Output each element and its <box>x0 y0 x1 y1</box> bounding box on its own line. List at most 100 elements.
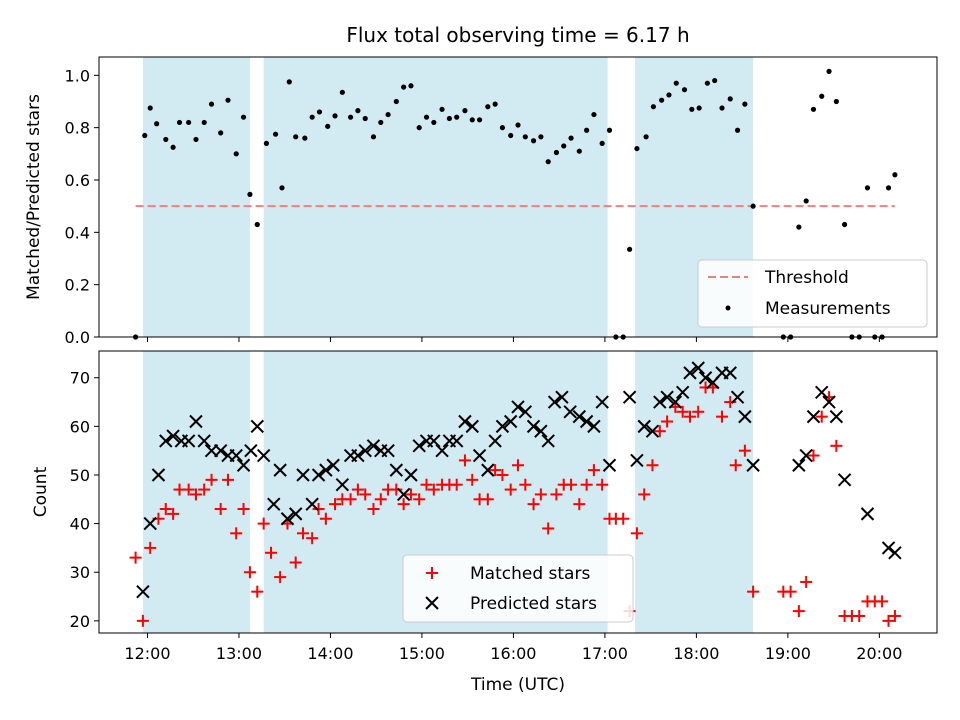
measurement-point <box>233 151 239 157</box>
matched-stars-point <box>289 556 302 569</box>
measurement-point <box>279 185 285 191</box>
chart-title: Flux total observing time = 6.17 h <box>346 23 689 47</box>
matched-stars-point <box>319 512 332 525</box>
measurement-point <box>176 119 183 126</box>
measurement-point <box>508 132 514 139</box>
matched-stars-point <box>853 609 866 622</box>
predicted-stars-point <box>296 468 310 482</box>
measurement-point <box>584 127 590 133</box>
measurement-point <box>393 98 399 105</box>
matched-stars-point <box>481 493 494 506</box>
matched-stars-point <box>729 459 742 472</box>
matched-legend-label: Matched stars <box>470 564 590 584</box>
predicted-stars-point <box>166 429 180 443</box>
measurement-point <box>401 84 407 90</box>
predicted-stars-point <box>189 414 203 429</box>
predicted-stars-point <box>683 366 697 380</box>
measurement-point <box>355 108 361 114</box>
predicted-stars-point <box>637 419 651 434</box>
predicted-stars-point <box>822 395 836 409</box>
y-tick-label: 40 <box>70 515 90 534</box>
matched-stars-point <box>596 478 609 491</box>
measurement-point <box>263 140 270 146</box>
predicted-stars-point <box>653 395 667 409</box>
matched-stars-point <box>458 454 471 467</box>
measurement-point <box>553 149 560 156</box>
predicted-stars-point <box>660 390 674 404</box>
bottom-x-axis-ticks: 12:00 13:00 14:00 15:00 16:00 17:00 18:00 19:00… <box>124 633 902 663</box>
measurement-point <box>208 101 215 107</box>
measurement-point <box>462 108 468 114</box>
predicted-stars-point <box>449 434 464 448</box>
predicted-stars-point <box>691 361 705 375</box>
measurement-point <box>650 104 656 110</box>
matched-stars-point <box>527 498 540 511</box>
matched-stars-point <box>427 483 440 496</box>
measurement-point <box>408 83 414 89</box>
predicted-stars-point <box>319 463 333 477</box>
matched-stars-point <box>329 498 342 511</box>
matched-stars-point <box>397 498 410 511</box>
bottom-y-axis-label: Count <box>31 466 51 517</box>
predicted-stars-point <box>555 390 569 404</box>
predicted-stars-point <box>229 448 243 463</box>
measurement-point <box>666 92 672 98</box>
y-tick-label: 30 <box>70 563 90 582</box>
matched-stars-point <box>420 478 433 491</box>
measurement-point <box>240 114 247 120</box>
measurement-point <box>362 115 368 122</box>
matched-stars-point <box>876 595 889 608</box>
measurement-point <box>272 131 279 137</box>
measurement-point <box>186 119 192 126</box>
measurement-point <box>454 114 460 120</box>
measurement-point <box>696 105 702 111</box>
predicted-legend-swatch <box>425 596 439 610</box>
measurement-point <box>247 191 253 197</box>
y-tick-label: 60 <box>70 417 90 436</box>
measurement-point <box>833 98 839 105</box>
predicted-stars-point <box>427 434 441 448</box>
matched-stars-point <box>800 575 813 588</box>
matched-stars-point <box>550 488 563 501</box>
measurement-point <box>293 134 299 140</box>
predicted-stars-point <box>738 409 752 424</box>
matched-stars-point <box>159 503 172 516</box>
matched-stars-point <box>504 483 517 496</box>
predicted-stars-point <box>435 443 449 458</box>
measurement-point <box>712 77 718 84</box>
predicted-stars-point <box>602 458 617 472</box>
measurement-point <box>659 97 665 103</box>
matched-stars-point <box>466 473 479 486</box>
measurement-point <box>476 117 483 123</box>
predicted-stars-point <box>305 497 319 511</box>
measurement-point <box>370 134 377 140</box>
predicted-stars-point <box>151 468 166 482</box>
measurement-point <box>163 136 169 143</box>
measurement-point <box>485 104 491 110</box>
predicted-stars-point <box>143 516 157 531</box>
measurement-point <box>218 130 224 136</box>
measurement-point <box>627 246 633 252</box>
matched-stars-point <box>344 493 357 506</box>
measurement-point <box>673 80 679 86</box>
bottom-plot-frame <box>98 350 938 634</box>
top-y-axis-label: Matched/Predicted stars <box>24 94 44 300</box>
measurement-point <box>576 148 582 154</box>
predicted-stars-point <box>587 419 601 434</box>
measurement-point <box>499 125 506 131</box>
matched-stars-point <box>359 488 372 501</box>
matched-stars-point <box>390 483 403 496</box>
predicted-stars-point <box>412 439 426 453</box>
matched-stars-point <box>724 396 737 409</box>
measurement-point <box>819 93 825 99</box>
measurement-point <box>561 143 567 149</box>
matched-stars-point <box>784 585 797 598</box>
measurement-point <box>826 68 832 74</box>
predicted-stars-point <box>518 405 533 419</box>
measurement-point <box>492 101 498 107</box>
predicted-stars-point <box>481 463 495 477</box>
matched-stars-point <box>888 609 901 622</box>
predicted-stars-point <box>698 371 713 385</box>
predicted-stars-point <box>213 443 228 458</box>
